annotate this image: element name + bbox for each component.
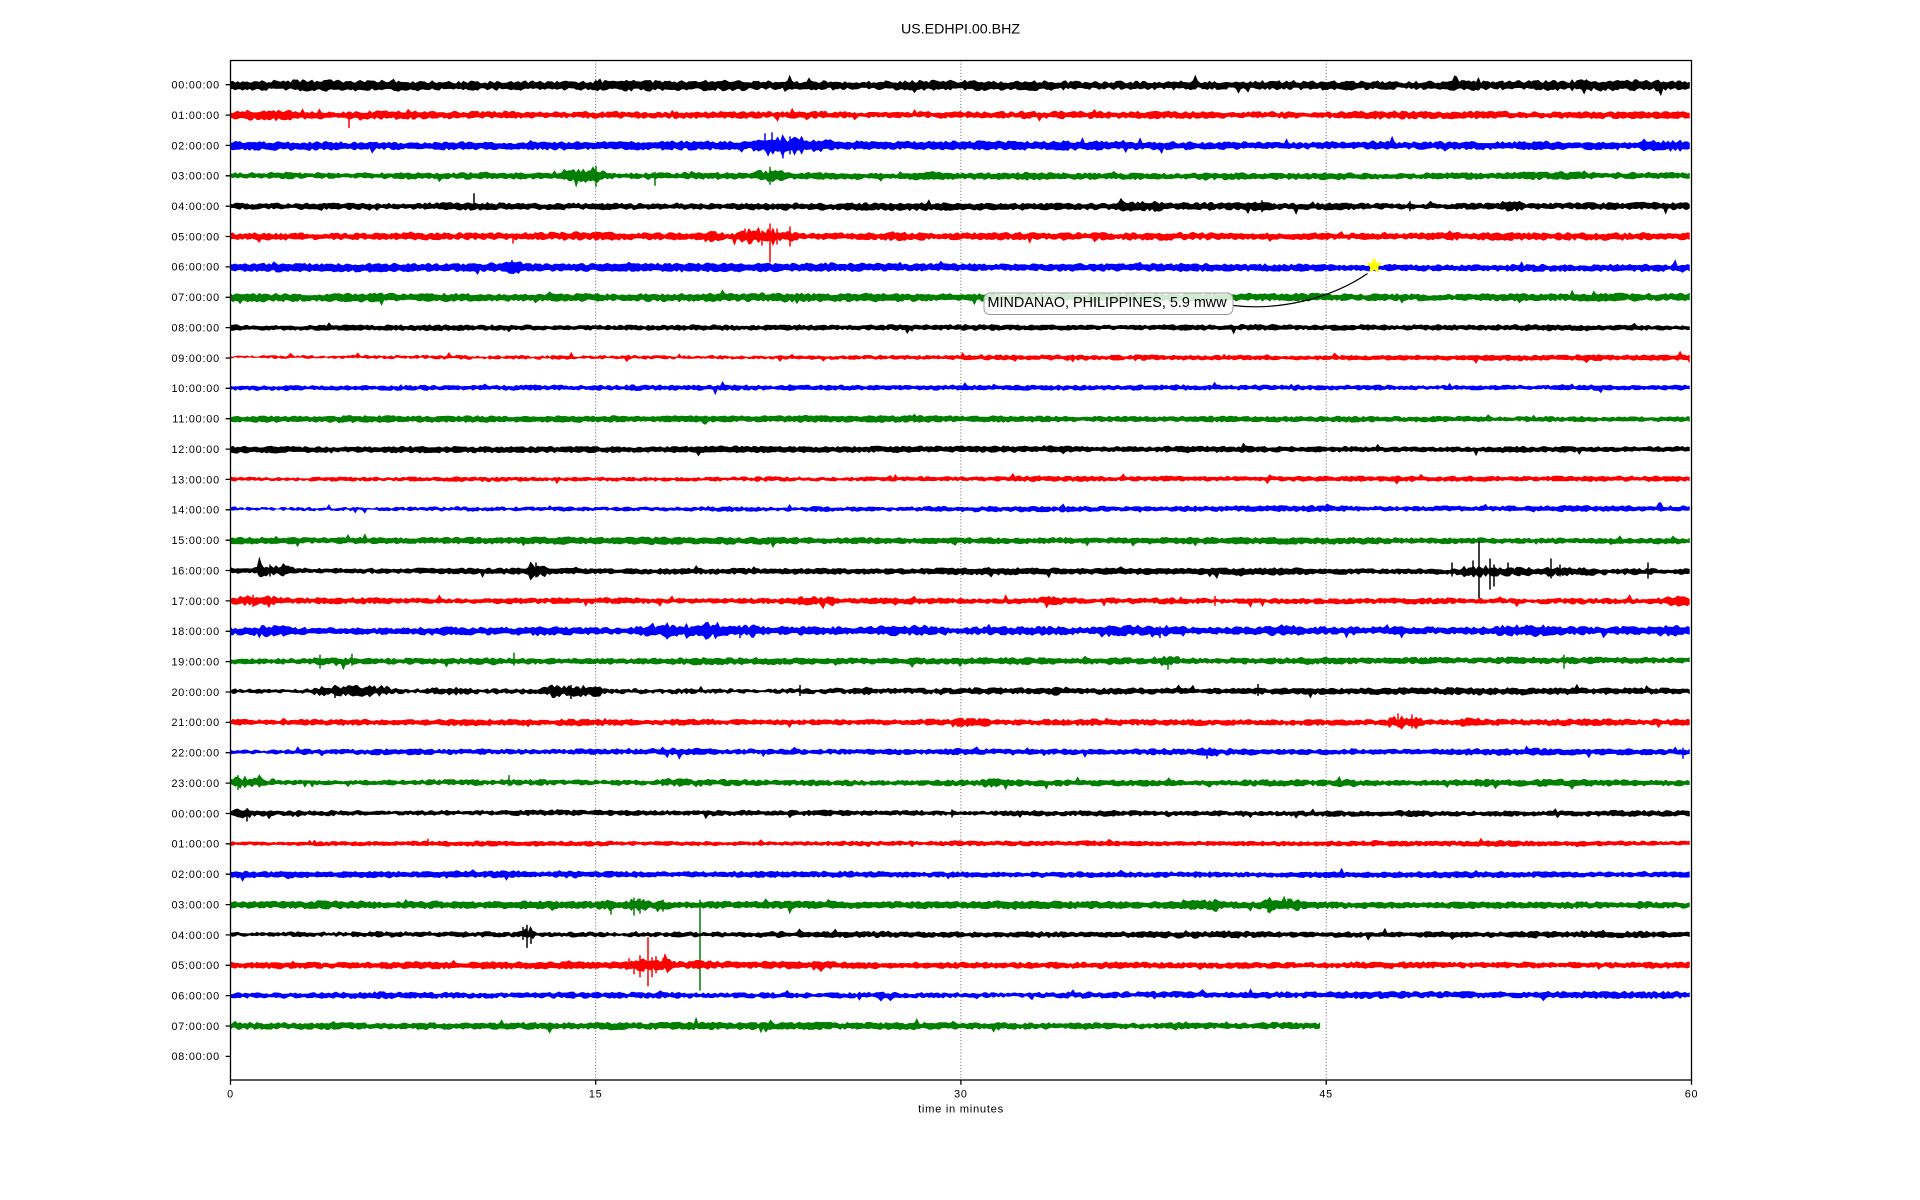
- svg-text:06:00:00: 06:00:00: [171, 991, 219, 1003]
- svg-text:0: 0: [227, 1089, 234, 1101]
- svg-text:14:00:00: 14:00:00: [171, 505, 219, 517]
- svg-text:02:00:00: 02:00:00: [171, 140, 219, 152]
- svg-text:04:00:00: 04:00:00: [171, 930, 219, 942]
- svg-text:01:00:00: 01:00:00: [171, 110, 219, 122]
- svg-text:time in minutes: time in minutes: [918, 1104, 1004, 1116]
- svg-text:16:00:00: 16:00:00: [171, 565, 219, 577]
- svg-text:05:00:00: 05:00:00: [171, 231, 219, 243]
- svg-text:02:00:00: 02:00:00: [171, 869, 219, 881]
- svg-text:60: 60: [1685, 1089, 1699, 1101]
- svg-text:04:00:00: 04:00:00: [171, 201, 219, 213]
- svg-text:00:00:00: 00:00:00: [171, 80, 219, 92]
- svg-text:03:00:00: 03:00:00: [171, 171, 219, 183]
- svg-text:45: 45: [1319, 1089, 1333, 1101]
- svg-text:23:00:00: 23:00:00: [171, 778, 219, 790]
- svg-text:09:00:00: 09:00:00: [171, 353, 219, 365]
- svg-text:12:00:00: 12:00:00: [171, 444, 219, 456]
- svg-text:15: 15: [589, 1089, 603, 1101]
- svg-text:11:00:00: 11:00:00: [172, 414, 220, 426]
- svg-text:05:00:00: 05:00:00: [171, 960, 219, 972]
- svg-text:US.EDHPI.00.BHZ: US.EDHPI.00.BHZ: [901, 22, 1020, 38]
- svg-text:08:00:00: 08:00:00: [171, 323, 219, 335]
- svg-text:22:00:00: 22:00:00: [171, 748, 219, 760]
- svg-text:10:00:00: 10:00:00: [171, 383, 219, 395]
- svg-text:MINDANAO, PHILIPPINES, 5.9 mww: MINDANAO, PHILIPPINES, 5.9 mww: [988, 295, 1228, 311]
- svg-text:08:00:00: 08:00:00: [171, 1051, 219, 1063]
- svg-text:20:00:00: 20:00:00: [171, 687, 219, 699]
- svg-text:06:00:00: 06:00:00: [171, 262, 219, 274]
- svg-text:17:00:00: 17:00:00: [171, 596, 219, 608]
- svg-text:13:00:00: 13:00:00: [171, 474, 219, 486]
- svg-text:03:00:00: 03:00:00: [171, 899, 219, 911]
- svg-text:07:00:00: 07:00:00: [171, 292, 219, 304]
- svg-text:00:00:00: 00:00:00: [171, 808, 219, 820]
- svg-text:15:00:00: 15:00:00: [171, 535, 219, 547]
- svg-text:01:00:00: 01:00:00: [171, 839, 219, 851]
- svg-text:30: 30: [954, 1089, 968, 1101]
- svg-text:21:00:00: 21:00:00: [171, 717, 219, 729]
- svg-text:19:00:00: 19:00:00: [171, 657, 219, 669]
- svg-text:07:00:00: 07:00:00: [171, 1021, 219, 1033]
- svg-text:18:00:00: 18:00:00: [171, 626, 219, 638]
